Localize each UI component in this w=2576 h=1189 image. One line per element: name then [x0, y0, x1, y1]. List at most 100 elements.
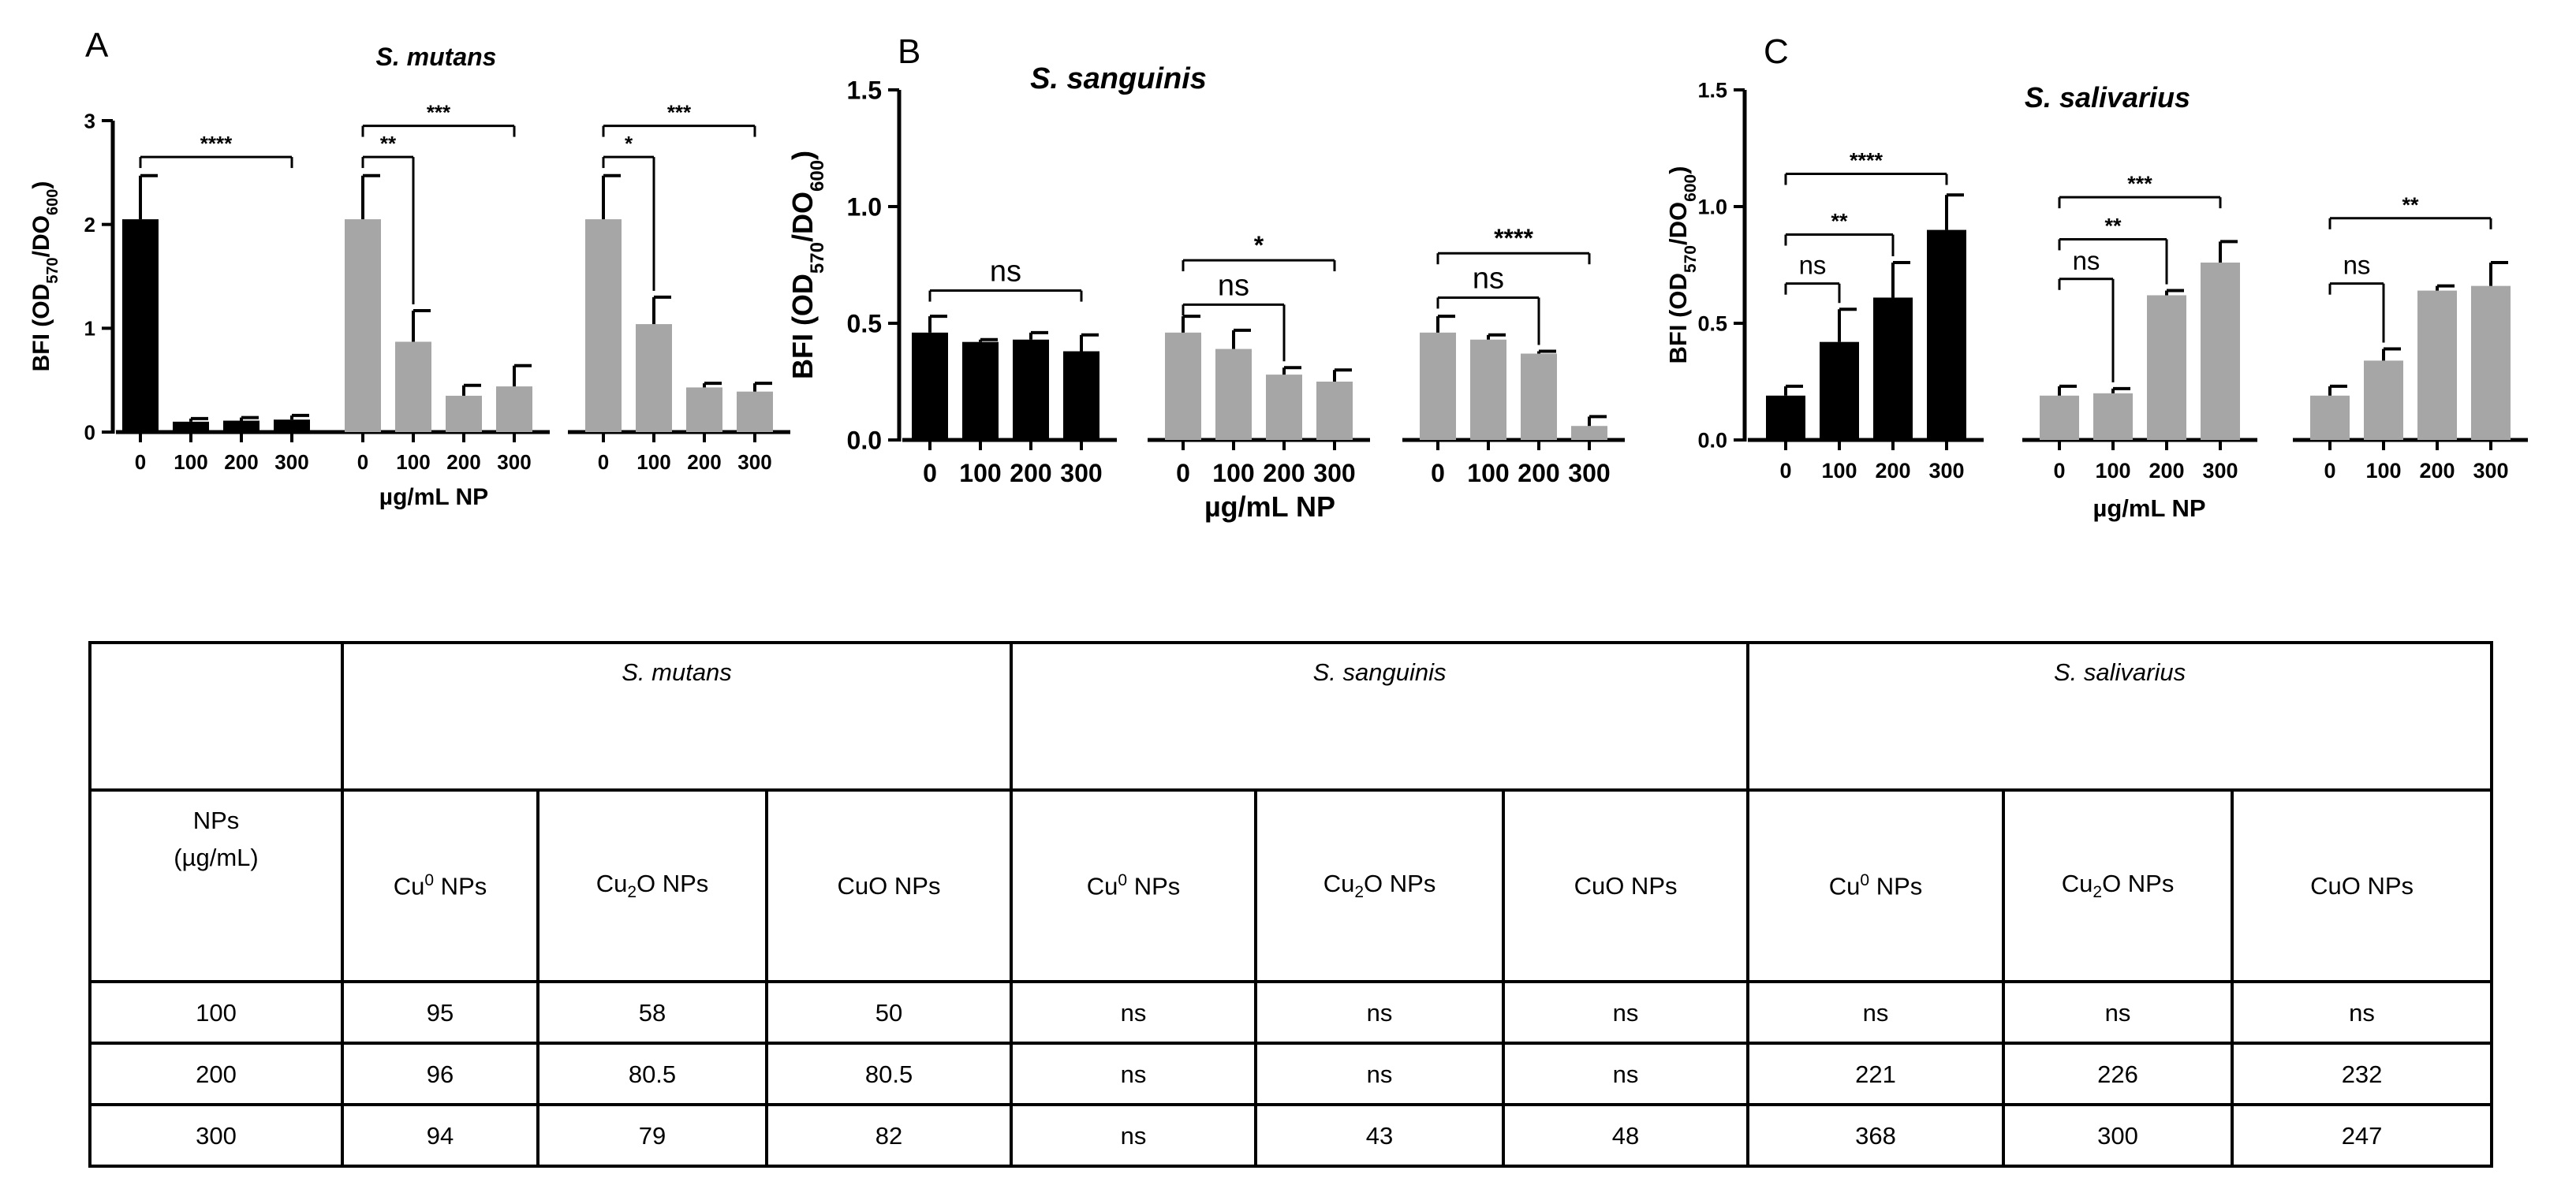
bar	[1215, 348, 1252, 440]
significance-label: ****	[1850, 149, 1883, 173]
x-tick-label: 300	[274, 450, 308, 474]
x-tick-label: 200	[224, 450, 258, 474]
x-tick-label: 300	[1568, 459, 1610, 487]
np-type-header-sanguinis-cuo: CuO NPs	[1502, 788, 1750, 983]
np-type-header-mutans-cu2o: Cu2O NPs	[536, 788, 768, 983]
x-tick-label: 200	[1010, 459, 1051, 487]
y-label-part: )	[786, 151, 819, 160]
x-tick-label: 300	[737, 450, 771, 474]
table-cell: 94	[341, 1102, 539, 1168]
table-cell: ns	[1502, 979, 1750, 1045]
np-type-header-salivarius-cuo: CuO NPs	[2231, 788, 2494, 983]
y-tick-label: 0.0	[1697, 429, 1727, 453]
x-tick-label: 0	[1176, 459, 1190, 487]
bar	[636, 324, 672, 432]
table-cell: ns	[2002, 979, 2234, 1045]
table-cell: ns	[1502, 1041, 1750, 1106]
y-label-part: /DO	[786, 192, 819, 242]
x-tick-label: 0	[357, 450, 368, 474]
x-tick-label: 300	[1928, 459, 1964, 483]
bar	[1470, 339, 1506, 440]
bar	[1165, 332, 1201, 440]
panel-letter: B	[898, 32, 920, 71]
y-label-part: BFI (OD	[28, 284, 54, 372]
x-tick-label: 200	[1875, 459, 1910, 483]
table-cell: 80.5	[764, 1041, 1014, 1106]
table-header-species-row: S. mutans S. sanguinis S. salivarius	[88, 640, 2494, 792]
bar	[1873, 297, 1913, 440]
bar	[2417, 290, 2457, 440]
y-tick-label: 1	[84, 317, 95, 341]
nps-concentration-header: NPs (µg/mL)	[88, 788, 344, 983]
significance-label: ns	[1218, 269, 1249, 302]
bar	[223, 420, 259, 432]
x-tick-label: 200	[446, 450, 480, 474]
table-cell: 80.5	[536, 1041, 768, 1106]
table-cell: ns	[1010, 1102, 1258, 1168]
x-tick-label: 100	[959, 459, 1001, 487]
y-axis-label: BFI (OD570/DO600)	[786, 151, 828, 379]
y-label-subscript: 600	[1682, 174, 1700, 202]
y-axis-label: BFI (OD570/DO600)	[28, 181, 62, 372]
bar	[2310, 395, 2350, 440]
significance-label: **	[2402, 193, 2419, 217]
y-tick-label: 1.0	[1697, 196, 1727, 219]
significance-label: **	[1831, 210, 1848, 233]
table-cell: ns	[2231, 979, 2494, 1045]
y-label-subscript: 600	[807, 160, 828, 192]
bar	[912, 332, 948, 440]
x-tick-label: 0	[135, 450, 146, 474]
x-tick-label: 200	[2419, 459, 2455, 483]
y-label-subscript: 570	[1682, 245, 1700, 273]
significance-label: **	[2104, 214, 2122, 237]
concentration-cell: 100	[88, 979, 344, 1045]
table-row: 200 96 80.5 80.5 ns ns ns 221 226 232	[88, 1041, 2494, 1106]
bar	[2364, 360, 2403, 440]
bar	[1927, 229, 1966, 440]
x-tick-label: 0	[598, 450, 609, 474]
significance-label: *	[625, 132, 633, 155]
chart-panel-c: C S. salivarius 0.0 0.5 1.0 1.5 BFI (OD570/DO6…	[1664, 32, 2528, 522]
y-tick-label: 0.5	[847, 310, 882, 338]
significance-label: ns	[1799, 251, 1827, 280]
y-label-part: )	[28, 181, 54, 189]
y-label-subscript: 570	[807, 242, 828, 274]
y-tick-label: 0.5	[1697, 312, 1727, 336]
table-cell: 300	[2002, 1102, 2234, 1168]
x-tick-label: 100	[2095, 459, 2130, 483]
significance-label: ****	[1494, 224, 1533, 252]
bar	[1316, 382, 1353, 440]
panel-letter: C	[1764, 32, 1789, 71]
chart-title: S. sanguinis	[1030, 62, 1207, 95]
results-table: S. mutans S. sanguinis S. salivarius NPs…	[88, 640, 2494, 1168]
bar	[1013, 339, 1049, 440]
y-label-part: BFI (OD	[786, 274, 819, 379]
y-tick-label: 2	[84, 213, 95, 237]
bar	[2040, 395, 2079, 440]
bar	[2201, 263, 2240, 440]
bar	[2093, 393, 2133, 440]
bar	[1766, 395, 1805, 440]
table-cell: 232	[2231, 1041, 2494, 1106]
table-cell: 221	[1746, 1041, 2006, 1106]
bar	[2471, 285, 2511, 440]
x-tick-label: 0	[1431, 459, 1445, 487]
x-tick-label: 100	[1467, 459, 1509, 487]
x-tick-label: 0	[1779, 459, 1791, 483]
table-cell: 96	[341, 1041, 539, 1106]
table-cell: ns	[1254, 979, 1506, 1045]
table-cell: ns	[1010, 979, 1258, 1045]
x-tick-label: 0	[2324, 459, 2335, 483]
bar	[1063, 351, 1099, 440]
x-tick-label: 0	[2053, 459, 2065, 483]
species-header-salivarius: S. salivarius	[1746, 640, 2494, 792]
table-cell: 79	[536, 1102, 768, 1168]
species-header-sanguinis: S. sanguinis	[1010, 640, 1750, 792]
table-cell: 95	[341, 979, 539, 1045]
y-label-subscript: 600	[44, 189, 62, 215]
concentration-cell: 300	[88, 1102, 344, 1168]
bar	[686, 387, 722, 432]
chart-panel-a: A S. mutans 0 1 2 3 BFI (OD570/DO600) 0 100 200 30…	[28, 26, 790, 510]
table-header-np-row: NPs (µg/mL) Cu0 NPs Cu2O NPs CuO NPs Cu0 NP…	[88, 788, 2494, 983]
